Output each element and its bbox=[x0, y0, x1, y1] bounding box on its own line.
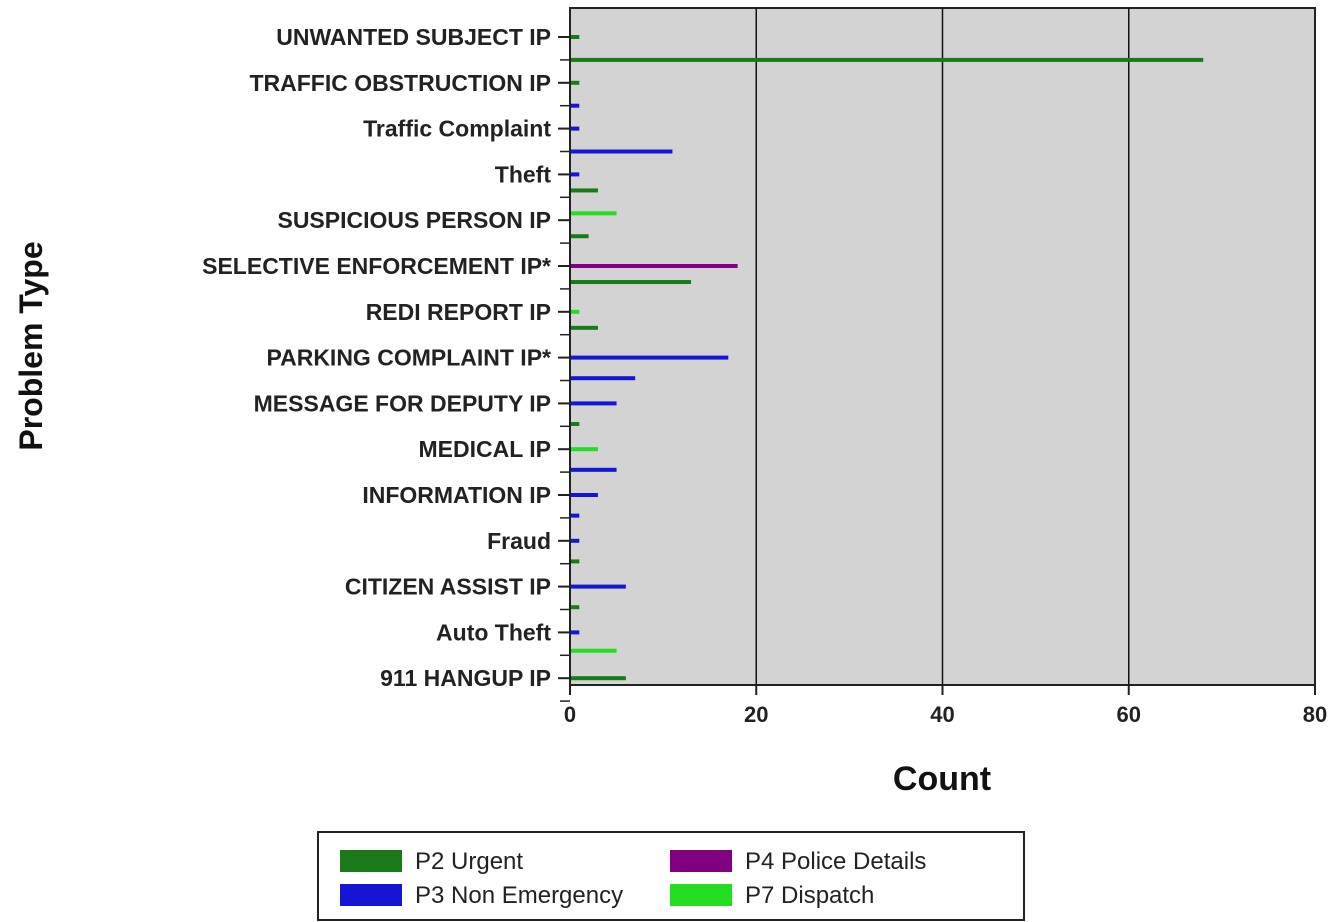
y-tick-label: SELECTIVE ENFORCEMENT IP* bbox=[202, 253, 551, 279]
bar bbox=[570, 126, 580, 131]
bars bbox=[570, 35, 1204, 681]
x-axis-title: Count bbox=[893, 760, 991, 798]
y-tick-label: PARKING COMPLAINT IP* bbox=[266, 345, 551, 371]
y-axis: UNWANTED SUBJECT IP TRAFFIC OBSTRUCTION I… bbox=[202, 8, 571, 702]
bar bbox=[570, 309, 580, 314]
y-tick-label: MEDICAL IP bbox=[419, 436, 551, 462]
y-tick-label: TRAFFIC OBSTRUCTION IP bbox=[249, 70, 551, 96]
y-tick-label: Theft bbox=[495, 161, 552, 187]
y-tick-label: MESSAGE FOR DEPUTY IP bbox=[254, 390, 551, 416]
x-tick-label: 60 bbox=[1117, 702, 1141, 727]
y-tick-label: Traffic Complaint bbox=[363, 116, 551, 142]
y-axis-title: Problem Type bbox=[13, 241, 49, 450]
bar bbox=[570, 493, 598, 497]
x-axis: 0 20 40 60 80 bbox=[564, 685, 1327, 727]
x-tick-label: 0 bbox=[564, 702, 576, 727]
bar bbox=[570, 422, 580, 427]
bar bbox=[570, 513, 580, 518]
bar bbox=[570, 188, 598, 193]
bar bbox=[570, 57, 1204, 62]
y-tick-label: UNWANTED SUBJECT IP bbox=[276, 24, 551, 50]
gridlines bbox=[755, 8, 1130, 685]
y-tick-label: Auto Theft bbox=[436, 619, 551, 645]
bar bbox=[570, 467, 617, 472]
legend-label: P2 Urgent bbox=[415, 848, 523, 875]
bar bbox=[570, 355, 729, 360]
bar bbox=[570, 211, 617, 216]
legend-swatch bbox=[670, 884, 732, 906]
y-tick-label: Fraud bbox=[487, 528, 551, 554]
bar bbox=[570, 447, 598, 452]
legend-swatch bbox=[670, 850, 732, 872]
x-tick-label: 80 bbox=[1303, 702, 1327, 727]
bar bbox=[570, 605, 580, 610]
bar bbox=[570, 559, 580, 564]
bar bbox=[570, 172, 580, 177]
bar bbox=[570, 676, 626, 681]
legend: P2 Urgent P3 Non Emergency P4 Police Detai… bbox=[317, 831, 1025, 921]
bar bbox=[570, 325, 598, 330]
bar bbox=[570, 234, 589, 239]
legend-swatch bbox=[340, 850, 402, 872]
bar bbox=[570, 264, 738, 268]
legend-label: P3 Non Emergency bbox=[415, 882, 623, 909]
bar bbox=[570, 280, 692, 285]
y-tick-label: SUSPICIOUS PERSON IP bbox=[277, 207, 551, 233]
legend-label: P7 Dispatch bbox=[745, 882, 874, 909]
bar bbox=[570, 376, 636, 381]
x-tick-label: 40 bbox=[930, 702, 954, 727]
legend-label: P4 Police Details bbox=[745, 848, 926, 875]
bar bbox=[570, 648, 617, 653]
bar bbox=[570, 80, 580, 85]
bar bbox=[570, 538, 580, 543]
bar bbox=[570, 35, 580, 39]
y-tick-label: REDI REPORT IP bbox=[366, 299, 551, 325]
x-tick-label: 20 bbox=[744, 702, 768, 727]
bar bbox=[570, 630, 580, 635]
y-tick-label: INFORMATION IP bbox=[362, 482, 551, 508]
bar bbox=[570, 103, 580, 108]
y-tick-label: 911 HANGUP IP bbox=[380, 665, 551, 691]
legend-swatch bbox=[340, 884, 402, 906]
y-tick-label: CITIZEN ASSIST IP bbox=[345, 574, 551, 600]
bar bbox=[570, 401, 617, 406]
bar bbox=[570, 149, 673, 154]
bar bbox=[570, 584, 626, 589]
